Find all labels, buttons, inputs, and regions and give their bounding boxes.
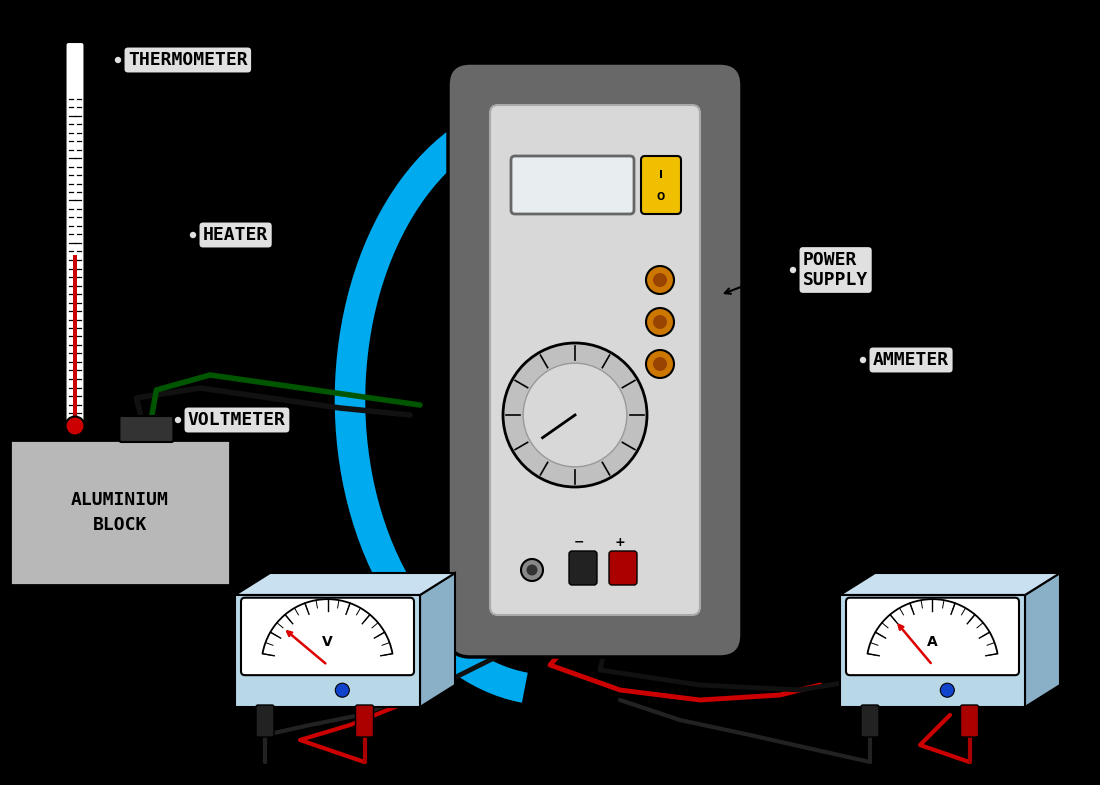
FancyBboxPatch shape [241, 597, 414, 675]
Text: V: V [322, 635, 333, 649]
Text: ALUMINIUM
BLOCK: ALUMINIUM BLOCK [72, 491, 169, 534]
FancyBboxPatch shape [569, 551, 597, 585]
Text: I: I [659, 170, 663, 180]
Text: O: O [657, 192, 665, 203]
Circle shape [112, 54, 123, 65]
FancyBboxPatch shape [355, 705, 374, 737]
Circle shape [653, 315, 667, 329]
FancyBboxPatch shape [840, 595, 1025, 707]
Bar [73, 254, 77, 421]
Circle shape [175, 417, 182, 423]
Text: POWER
SUPPLY: POWER SUPPLY [803, 250, 868, 290]
Circle shape [503, 343, 647, 487]
Text: THERMOMETER: THERMOMETER [128, 51, 248, 69]
Circle shape [860, 357, 866, 363]
Polygon shape [235, 573, 455, 595]
Polygon shape [420, 573, 455, 707]
Circle shape [336, 683, 350, 697]
FancyBboxPatch shape [846, 597, 1019, 675]
Circle shape [790, 267, 796, 273]
Circle shape [66, 417, 85, 436]
Text: VOLTMETER: VOLTMETER [188, 411, 286, 429]
FancyBboxPatch shape [66, 42, 85, 426]
Polygon shape [840, 573, 1060, 595]
Circle shape [173, 414, 184, 425]
FancyBboxPatch shape [10, 440, 230, 585]
FancyBboxPatch shape [641, 156, 681, 214]
Circle shape [646, 308, 674, 336]
FancyBboxPatch shape [256, 705, 274, 737]
Circle shape [524, 363, 627, 467]
Text: HEATER: HEATER [204, 226, 268, 244]
Text: −       +: − + [574, 535, 626, 549]
Circle shape [187, 229, 198, 240]
FancyBboxPatch shape [490, 105, 700, 615]
Circle shape [940, 683, 955, 697]
Circle shape [527, 564, 538, 575]
FancyBboxPatch shape [120, 416, 174, 442]
Text: A: A [927, 635, 938, 649]
FancyBboxPatch shape [609, 551, 637, 585]
Circle shape [646, 266, 674, 294]
FancyBboxPatch shape [235, 595, 420, 707]
FancyBboxPatch shape [960, 705, 979, 737]
FancyBboxPatch shape [512, 156, 634, 214]
Circle shape [521, 559, 543, 581]
Circle shape [858, 355, 869, 366]
FancyBboxPatch shape [861, 705, 879, 737]
Circle shape [190, 232, 196, 238]
Text: AMMETER: AMMETER [873, 351, 949, 369]
Circle shape [788, 265, 799, 276]
FancyBboxPatch shape [448, 63, 742, 657]
Circle shape [646, 350, 674, 378]
Polygon shape [1025, 573, 1060, 707]
Circle shape [653, 273, 667, 287]
Circle shape [653, 357, 667, 371]
Circle shape [114, 57, 121, 64]
